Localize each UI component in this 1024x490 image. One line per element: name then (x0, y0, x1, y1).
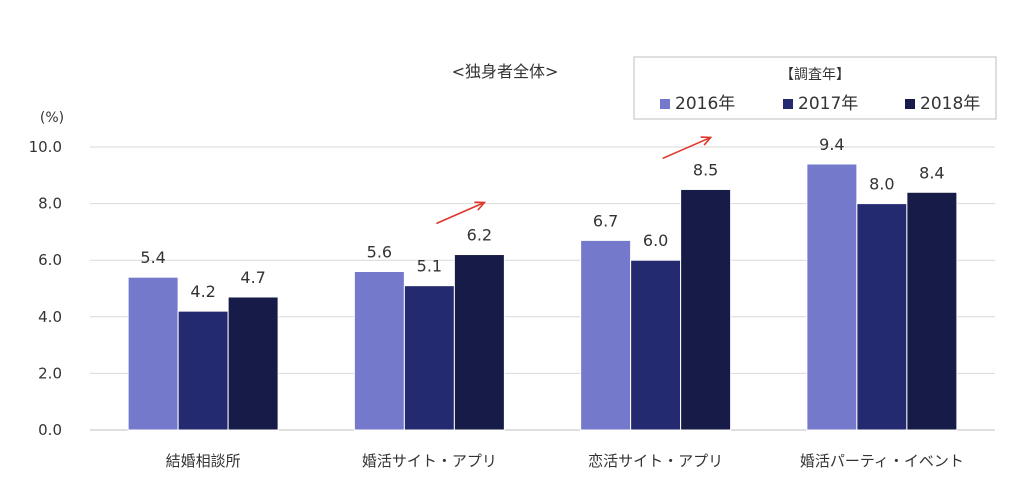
data-label: 5.1 (417, 257, 442, 276)
bar (680, 188, 732, 431)
legend-label: 2016年 (675, 94, 735, 114)
data-label: 8.0 (869, 175, 894, 194)
legend-swatch (905, 99, 915, 109)
legend-label: 2018年 (920, 94, 980, 114)
y-tick-label: 6.0 (38, 251, 62, 269)
bar (353, 271, 405, 431)
y-axis-ticks: 0.0 2.0 4.0 6.0 8.0 10.0 (29, 138, 62, 439)
category-label: 恋活サイト・アプリ (588, 452, 723, 470)
trend-arrow (662, 136, 713, 160)
bar (806, 163, 858, 431)
legend-item: 2016年 (660, 94, 735, 114)
data-label: 6.0 (643, 231, 668, 250)
legend: 【調査年】 2016年 2017年 2018年 (633, 56, 997, 120)
chart-title: <独身者全体> (452, 62, 559, 81)
legend-item: 2018年 (905, 94, 980, 114)
bar (177, 310, 229, 431)
data-label: 5.4 (140, 248, 165, 267)
y-axis-unit-label: (%) (40, 110, 64, 126)
bars (127, 163, 958, 431)
data-label: 4.2 (190, 282, 215, 301)
bar (906, 191, 958, 431)
y-tick-label: 10.0 (29, 138, 62, 156)
data-label: 9.4 (819, 135, 844, 154)
bar (403, 285, 455, 431)
data-label: 6.2 (467, 226, 492, 245)
data-label: 8.5 (693, 160, 718, 179)
category-labels: 結婚相談所 婚活サイト・アプリ 恋活サイト・アプリ 婚活パーティ・イベント (166, 452, 964, 470)
trend-arrows (436, 136, 713, 225)
data-label: 6.7 (593, 211, 618, 230)
legend-swatch (783, 99, 793, 109)
data-label: 4.7 (240, 268, 265, 287)
bar (630, 259, 682, 431)
y-tick-label: 4.0 (38, 308, 62, 326)
legend-swatch (660, 99, 670, 109)
data-label: 8.4 (919, 163, 944, 182)
bar (580, 239, 632, 431)
bar (127, 276, 179, 431)
category-label: 結婚相談所 (166, 452, 241, 470)
data-labels: 5.4 4.2 4.7 5.6 5.1 6.2 6.7 6.0 8.5 9.4 8.0 8.4 (140, 135, 944, 301)
legend-item: 2017年 (783, 94, 858, 114)
legend-label: 2017年 (798, 94, 858, 114)
legend-title: 【調査年】 (780, 67, 850, 83)
y-tick-label: 8.0 (38, 195, 62, 213)
trend-arrow (436, 201, 487, 225)
data-label: 5.6 (367, 243, 392, 262)
y-tick-label: 0.0 (38, 421, 62, 439)
legend-box (633, 56, 997, 120)
category-label: 婚活パーティ・イベント (800, 452, 964, 470)
bar (227, 296, 279, 431)
bar (856, 203, 908, 431)
bar (453, 254, 505, 431)
category-label: 婚活サイト・アプリ (362, 452, 497, 470)
y-tick-label: 2.0 (38, 364, 62, 382)
